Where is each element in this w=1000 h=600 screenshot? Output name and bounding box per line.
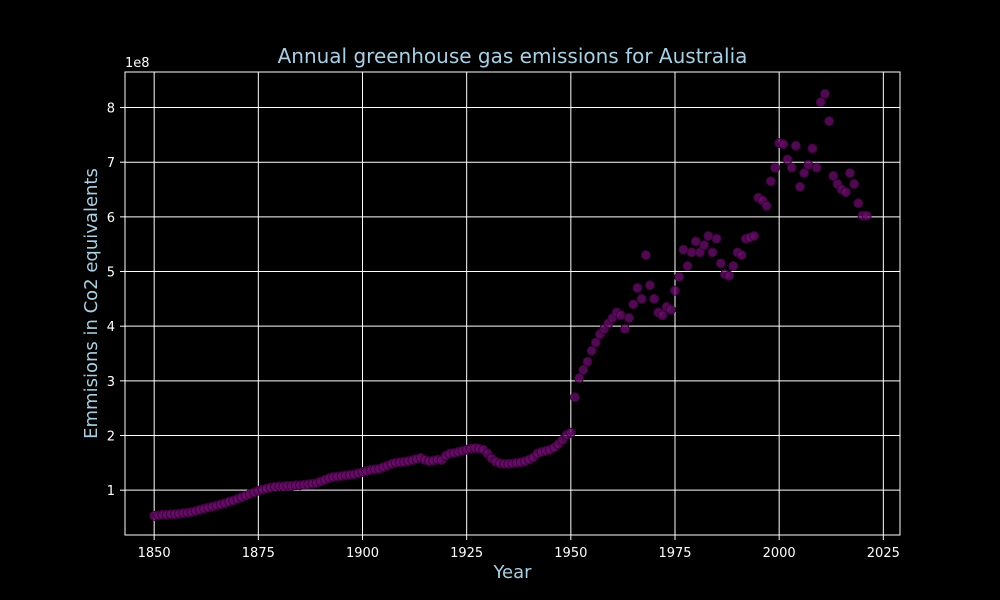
y-tick-label: 3	[107, 375, 115, 390]
y-tick-label: 5	[107, 266, 115, 281]
data-point	[749, 230, 760, 241]
chart-title: Annual greenhouse gas emissions for Aust…	[278, 44, 748, 68]
data-point	[636, 293, 647, 304]
y-axis-label: Emmisions in Co2 equivalents	[81, 168, 102, 439]
data-point	[736, 250, 747, 261]
data-point	[670, 285, 680, 296]
data-point	[828, 170, 839, 181]
data-point	[795, 181, 805, 192]
y-tick-label: 7	[107, 156, 115, 171]
x-tick-label: 1975	[658, 546, 691, 561]
data-point	[565, 427, 576, 438]
data-point	[657, 310, 668, 321]
y-tick-label: 4	[107, 320, 115, 335]
y-tick-label: 1	[107, 484, 115, 499]
data-point	[690, 236, 701, 247]
data-point	[620, 323, 630, 334]
data-points	[149, 88, 872, 521]
data-point	[682, 261, 693, 272]
data-point	[715, 258, 726, 269]
data-point	[570, 392, 580, 403]
data-point	[578, 364, 589, 375]
data-point	[853, 198, 864, 209]
data-point	[845, 168, 855, 179]
data-point	[703, 230, 714, 241]
data-point	[649, 293, 660, 304]
data-point	[632, 282, 643, 293]
x-axis-label: Year	[492, 562, 532, 583]
x-tick-label: 1900	[346, 546, 379, 561]
data-point	[807, 143, 818, 154]
data-point	[615, 310, 626, 321]
data-point	[586, 345, 597, 356]
data-point	[782, 154, 793, 165]
x-tick-label: 1925	[450, 546, 483, 561]
data-point	[861, 210, 872, 221]
y-axis-ticks: 1 2 3 4 5 6 7 8	[107, 102, 125, 499]
data-point	[640, 250, 651, 261]
x-tick-label: 1850	[138, 546, 171, 561]
data-point	[574, 373, 585, 384]
data-point	[790, 140, 801, 151]
data-point	[799, 168, 810, 179]
x-tick-label: 2000	[763, 546, 796, 561]
data-point	[786, 162, 797, 173]
y-tick-label: 8	[107, 102, 115, 117]
data-point	[770, 162, 780, 173]
data-point	[699, 240, 710, 251]
data-point	[590, 337, 601, 348]
x-tick-label: 1875	[242, 546, 275, 561]
data-point	[582, 356, 593, 367]
plot-frame	[124, 71, 901, 536]
data-point	[778, 139, 789, 150]
data-point	[686, 247, 697, 258]
grid	[125, 72, 900, 535]
data-point	[707, 247, 718, 258]
data-point	[840, 187, 851, 198]
data-point	[674, 271, 685, 282]
x-tick-label: 2025	[867, 546, 900, 561]
data-point	[665, 304, 676, 315]
x-tick-label: 1950	[554, 546, 587, 561]
data-point	[765, 176, 776, 187]
data-point	[624, 312, 635, 323]
y-tick-label: 6	[107, 211, 115, 226]
data-point	[761, 200, 772, 211]
data-point	[820, 88, 830, 99]
data-point	[711, 233, 722, 244]
y-axis-offset-label: 1e8	[125, 56, 150, 71]
y-tick-label: 2	[107, 430, 115, 445]
data-point	[678, 244, 689, 255]
data-point	[811, 162, 822, 173]
data-point	[724, 270, 735, 281]
data-point	[815, 97, 826, 108]
data-point	[803, 159, 814, 170]
data-point	[628, 299, 639, 310]
data-point	[824, 116, 835, 127]
data-point	[728, 261, 739, 272]
data-point	[849, 179, 860, 190]
x-axis-ticks: 1850 1875 1900 1925 1950 1975 2000 2025	[138, 535, 900, 561]
data-point	[645, 280, 655, 291]
